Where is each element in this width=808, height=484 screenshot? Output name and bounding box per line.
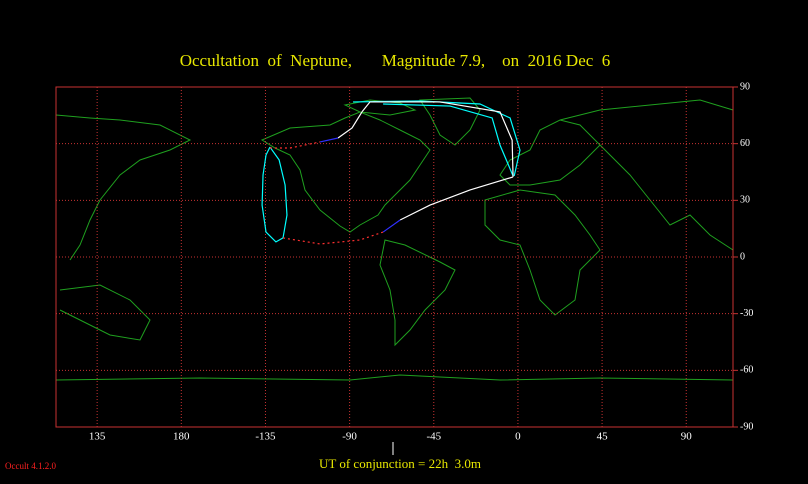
path-line (383, 103, 514, 177)
y-tick-label: -60 (740, 365, 753, 376)
path-line (361, 101, 514, 177)
y-tick-label: 0 (740, 251, 745, 262)
x-tick-label: -135 (255, 431, 276, 443)
path-line (261, 146, 288, 243)
x-tick-label: 90 (681, 431, 693, 443)
coast-antarctica (55, 374, 734, 381)
y-tick-label: 30 (740, 195, 750, 206)
chart-title: Occultation of Neptune, Magnitude 7.9, o… (180, 51, 611, 70)
y-tick-label: -30 (740, 308, 753, 319)
coast-africa (484, 189, 601, 316)
coast-asia-west (55, 114, 192, 261)
version-label: Occult 4.1.2.0 (5, 461, 56, 471)
y-tick-label: 60 (740, 138, 750, 149)
y-tick-label: -90 (740, 421, 753, 432)
coast-greenland (419, 97, 481, 146)
coastlines (55, 97, 734, 381)
path-line (399, 176, 514, 221)
x-tick-label: -45 (426, 431, 441, 443)
y-tick-label: 90 (740, 81, 750, 92)
x-tick-label: -90 (342, 431, 357, 443)
x-tick-label: 135 (89, 431, 106, 443)
coast-arctic (343, 99, 417, 116)
coast-north-america (260, 111, 431, 233)
coast-europe (499, 119, 601, 186)
coast-asia-east (559, 99, 734, 251)
path-line (382, 219, 401, 233)
coast-australia (59, 284, 151, 341)
x-tick-label: 45 (597, 431, 609, 443)
path-line (269, 141, 321, 149)
conjunction-label: UT of conjunction = 22h 3.0m (319, 456, 481, 471)
x-tick-label: 180 (173, 431, 190, 443)
path-line (337, 111, 363, 139)
x-tick-label: 0 (515, 431, 521, 443)
coast-south-america (379, 239, 456, 347)
path-line (319, 137, 339, 143)
